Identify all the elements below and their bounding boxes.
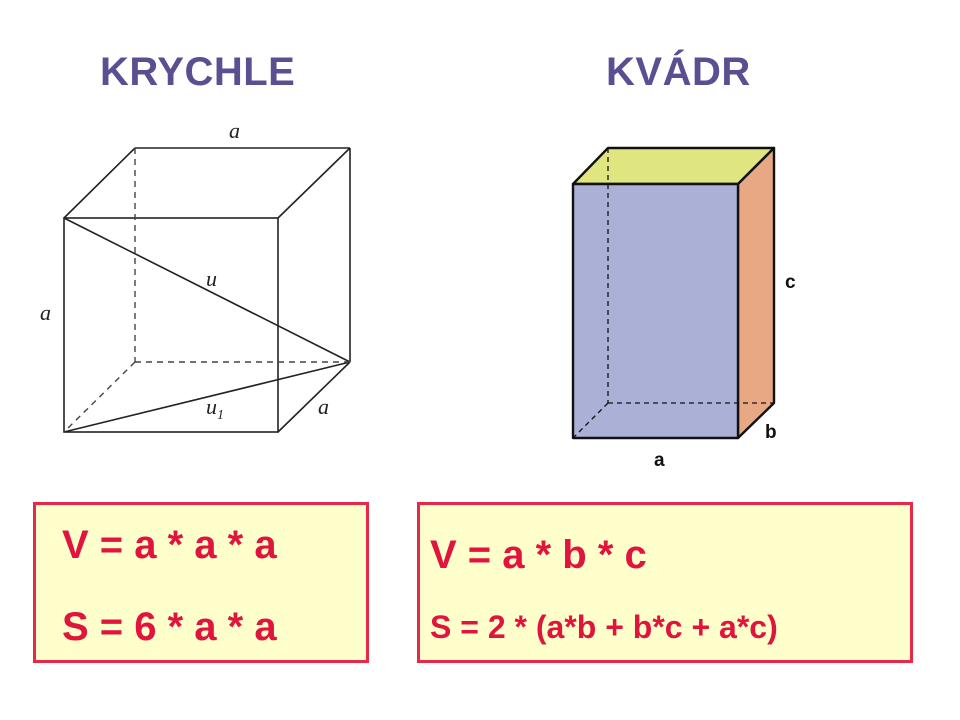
cube-space-diagonal [63, 217, 351, 363]
cube-label-u: u [206, 266, 217, 291]
cube-label-u1-main: u [206, 394, 217, 419]
cube-label-u1-subscript: 1 [217, 408, 224, 423]
cube-label-top-a: a [229, 118, 240, 143]
cuboid-formula-box: V = a * b * c S = 2 * (a*b + b*c + a*c) [417, 502, 913, 663]
cube-surface-formula: S = 6 * a * a [62, 605, 277, 649]
cube-top-left-edge [63, 147, 136, 219]
cube-formula-box: V = a * a * a S = 6 * a * a [33, 502, 369, 663]
cuboid-label-a: a [654, 450, 665, 471]
cube-label-left-a: a [40, 300, 51, 325]
cube-volume-formula: V = a * a * a [62, 523, 277, 567]
cube-figure: a a a u u1 [40, 118, 351, 433]
cube-top-right-edge [277, 147, 351, 219]
cuboid-figure: c b a [571, 146, 796, 471]
cuboid-label-b: b [765, 422, 777, 443]
cuboid-heading: KVÁDR [606, 50, 751, 94]
cuboid-front-face [571, 182, 740, 440]
cube-front-face [63, 217, 279, 433]
cuboid-volume-formula: V = a * b * c [430, 533, 647, 577]
cube-label-depth-a: a [318, 394, 329, 419]
cube-face-diagonal [63, 361, 351, 433]
cube-heading: KRYCHLE [100, 50, 296, 94]
cuboid-label-c: c [785, 272, 796, 293]
cuboid-side-face [736, 146, 776, 440]
cuboid-surface-formula: S = 2 * (a*b + b*c + a*c) [430, 609, 778, 645]
cube-bottom-right-edge [277, 361, 351, 433]
cube-label-u1: u1 [206, 394, 224, 423]
cube-hidden-depth-edge [63, 361, 136, 433]
